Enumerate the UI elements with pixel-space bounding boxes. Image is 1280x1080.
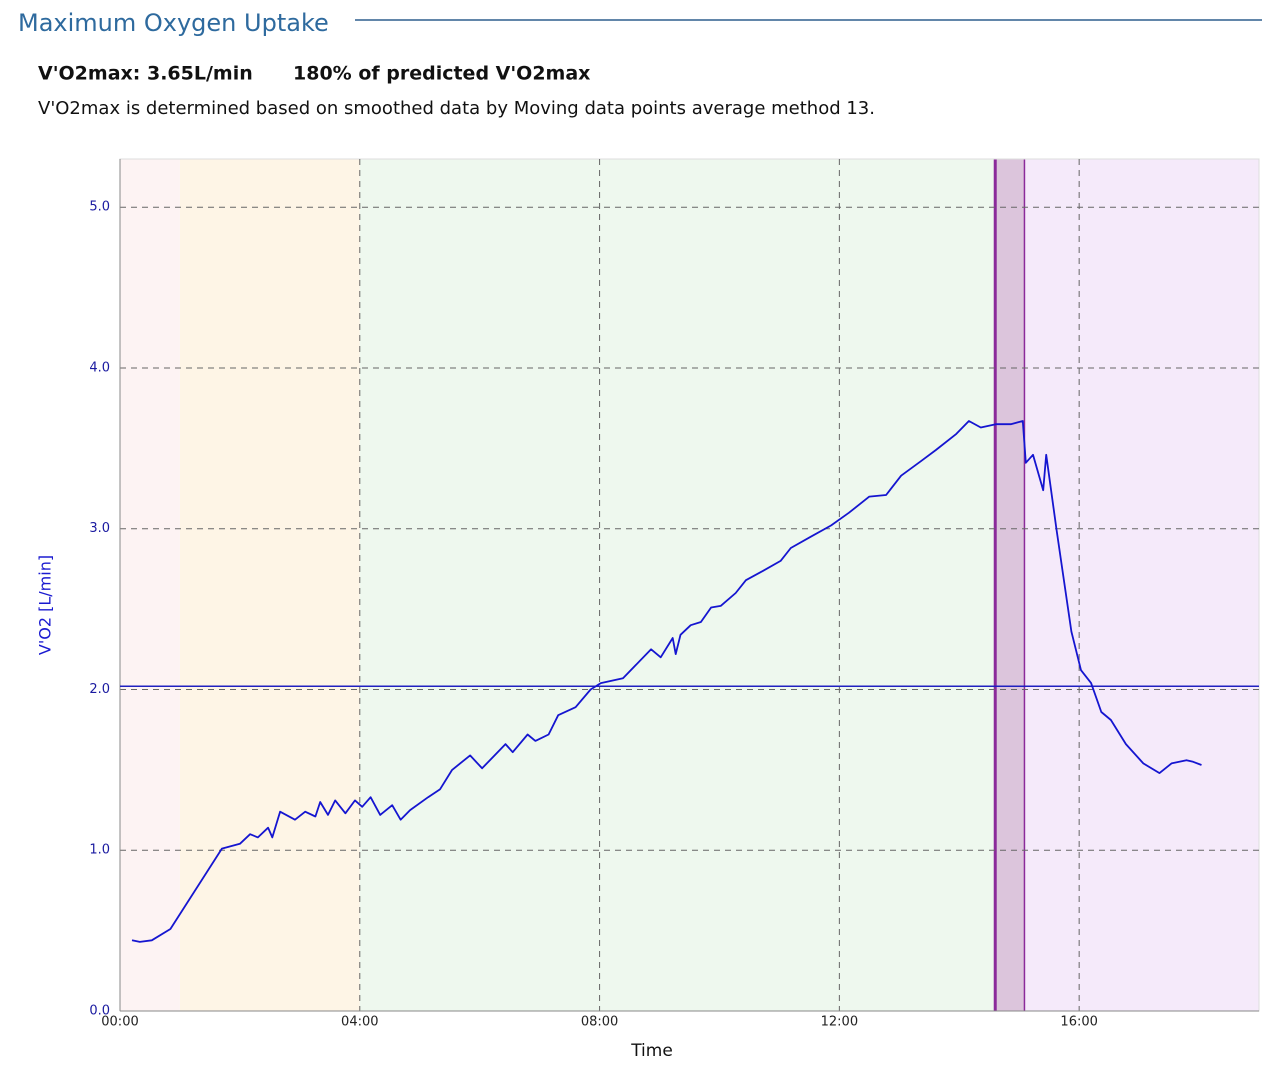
x-axis-label: Time	[630, 1041, 673, 1061]
x-tick-label: 04:00	[341, 1015, 378, 1030]
zone	[120, 159, 180, 1011]
zone	[1025, 159, 1259, 1011]
y-tick-label: 2.0	[89, 682, 110, 697]
y-tick-label: 3.0	[89, 521, 110, 536]
x-tick-label: 16:00	[1060, 1015, 1097, 1030]
predicted-percent: 180% of predicted V'O2max	[293, 63, 590, 85]
zone	[995, 159, 1026, 1011]
x-tick-label: 00:00	[101, 1015, 138, 1030]
x-tick-label: 08:00	[581, 1015, 618, 1030]
y-tick-label: 5.0	[89, 200, 110, 215]
y-axis-label: V'O2 [L/min]	[36, 555, 55, 655]
vo2-line	[131, 420, 1202, 943]
y-tick-label: 0.0	[89, 1004, 110, 1019]
plot-area: 0.0 1.0 2.0 3.0 4.0 5.0 00:00 04:00 08:00 12:00 16…	[89, 158, 1260, 1030]
vo2max-value: V'O2max: 3.65L/min	[38, 63, 253, 85]
x-tick-label: 12:00	[821, 1015, 858, 1030]
zone	[179, 159, 360, 1011]
y-tick-label: 1.0	[89, 843, 110, 858]
method-note: V'O2max is determined based on smoothed …	[38, 98, 875, 119]
section-title: Maximum Oxygen Uptake	[18, 9, 329, 37]
y-tick-label: 4.0	[89, 360, 110, 375]
zone	[359, 159, 996, 1011]
